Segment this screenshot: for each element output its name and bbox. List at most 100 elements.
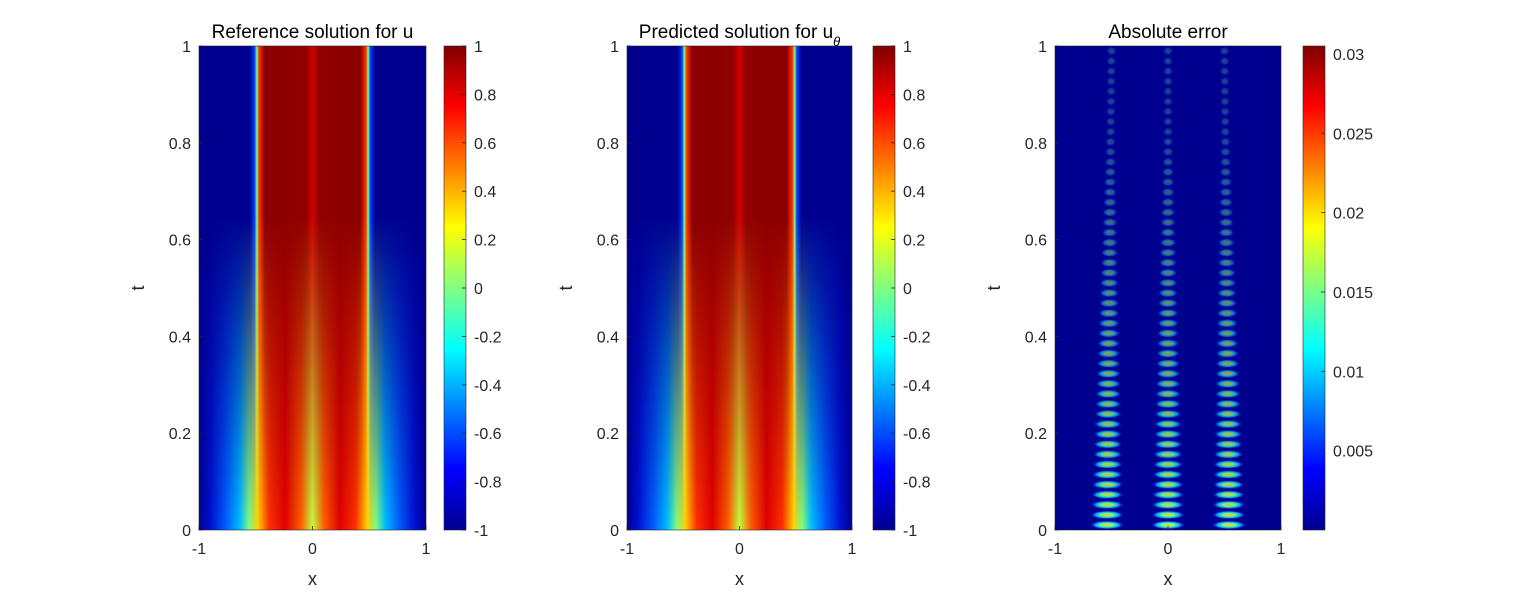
field-background [1055, 46, 1281, 530]
error-band-cell [1097, 318, 1120, 328]
error-band-cell [1093, 429, 1123, 439]
error-band-cell [1217, 268, 1236, 278]
error-band-cell [1215, 349, 1240, 358]
error-band-cell [1160, 218, 1176, 227]
error-band-cell [1214, 409, 1242, 419]
error-band-cell [1106, 66, 1117, 76]
error-band-cell [1162, 157, 1174, 167]
heatmap-field [627, 46, 852, 530]
error-band-cell [1150, 520, 1186, 530]
error-band-cell [1163, 107, 1173, 116]
error-band-cell [1163, 97, 1173, 106]
chart-title: Predicted solution for uθ [639, 22, 840, 49]
error-band-cell [1094, 409, 1122, 419]
y-tick-label: 1 [1038, 39, 1047, 56]
x-tick-label: 1 [848, 541, 857, 558]
error-band-cell [1159, 238, 1177, 248]
error-band-cell [1106, 56, 1117, 66]
colorbar-tick-label: -1 [474, 523, 488, 540]
error-band-cell [1216, 308, 1238, 318]
error-band-cell [1213, 439, 1244, 449]
error-band-cell [1154, 389, 1182, 399]
error-band-cell [1154, 409, 1182, 419]
y-tick-label: 0 [182, 523, 191, 540]
y-tick-label: 0.6 [1025, 233, 1047, 250]
error-band-cell [1214, 389, 1241, 399]
error-band-cell [1151, 500, 1185, 510]
y-tick-label: 0.8 [1025, 136, 1047, 153]
colorbar-tick-label: 0.8 [903, 87, 925, 104]
error-band-cell [1152, 470, 1184, 479]
error-band-cell [1154, 399, 1182, 409]
error-band-cell [1156, 349, 1180, 358]
error-band-cell [1215, 359, 1240, 369]
error-band-cell [1219, 167, 1232, 177]
error-band-cell [1101, 228, 1118, 237]
error-band-cell [1155, 369, 1181, 379]
error-band-cell [1104, 157, 1117, 167]
error-band-cell [1096, 349, 1121, 358]
colorbar-tick-label: 0.03 [1333, 47, 1364, 64]
error-band-cell [1091, 480, 1124, 490]
y-tick-label: 0.4 [1025, 329, 1047, 346]
colorbar-tick-label: 0.6 [474, 136, 496, 153]
error-band-cell [1213, 449, 1244, 459]
error-band-cell [1219, 66, 1230, 76]
error-band-cell [1105, 127, 1116, 137]
error-band-cell [1163, 66, 1173, 76]
error-band-cell [1100, 268, 1119, 278]
error-band-cell [1220, 107, 1231, 116]
error-band-cell [1105, 137, 1116, 147]
error-band-cell [1152, 449, 1184, 459]
error-band-cell [1212, 460, 1244, 469]
colorbar-tick-label: -0.8 [903, 475, 931, 492]
error-band-cell [1213, 429, 1243, 439]
y-tick-label: 0 [1038, 523, 1047, 540]
colorbar-tick-label: 0.005 [1333, 444, 1373, 461]
error-band-cell [1097, 328, 1121, 338]
error-band-cell [1219, 177, 1233, 187]
error-band-cell [1219, 46, 1230, 56]
error-band-cell [1104, 147, 1117, 157]
error-band-cell [1099, 278, 1119, 288]
error-band-cell [1159, 228, 1177, 237]
error-band-cell [1217, 278, 1237, 288]
error-band-cell [1093, 419, 1123, 429]
colorbar-tick-label: 0.4 [474, 184, 496, 201]
error-band-cell [1162, 137, 1174, 147]
colorbar-tick-label: 0.8 [474, 87, 496, 104]
error-band-cell [1163, 127, 1173, 137]
error-band-cell [1156, 339, 1180, 348]
error-band-cell [1212, 470, 1245, 479]
error-band-cell [1155, 379, 1181, 389]
x-tick-label: 0 [308, 541, 317, 558]
error-band-cell [1105, 107, 1116, 116]
error-band-cell [1100, 258, 1119, 268]
field-lower [199, 46, 426, 530]
error-band-cell [1219, 157, 1232, 167]
error-band-cell [1219, 147, 1232, 157]
error-band-cell [1092, 439, 1123, 449]
error-band-cell [1216, 298, 1238, 308]
error-band-cell [1217, 248, 1236, 258]
error-band-cell [1159, 248, 1177, 258]
error-band-cell [1220, 137, 1231, 147]
colorbar-tick-label: 0.01 [1333, 364, 1364, 381]
y-tick-label: 0.6 [597, 233, 619, 250]
error-band-cell [1214, 369, 1241, 379]
heatmap-field [199, 46, 426, 530]
colorbar-tick-label: 0.2 [474, 233, 496, 250]
error-band-cell [1161, 167, 1175, 177]
field-lower [627, 46, 852, 530]
error-band-cell [1106, 46, 1117, 56]
error-band-cell [1212, 500, 1246, 510]
error-band-cell [1217, 258, 1236, 268]
error-band-cell [1211, 510, 1246, 520]
y-tick-label: 0.4 [169, 329, 191, 346]
error-band-cell [1218, 197, 1234, 207]
error-band-cell [1219, 76, 1230, 86]
title-subscript: θ [833, 34, 840, 49]
error-band-cell [1102, 218, 1118, 227]
colorbar-tick-label: 0.02 [1333, 206, 1364, 223]
